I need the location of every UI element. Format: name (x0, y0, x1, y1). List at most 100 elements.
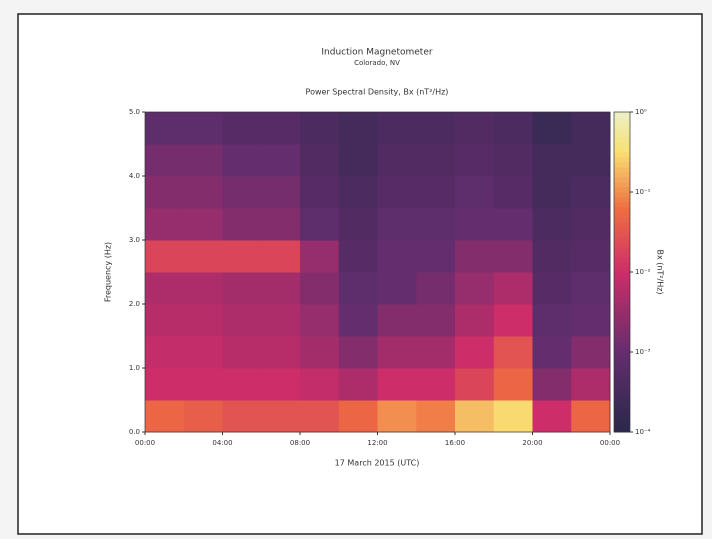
heatmap-cell (532, 336, 572, 369)
heatmap-cell (532, 176, 572, 209)
colorbar-segment (614, 222, 630, 228)
colorbar-segment (614, 362, 630, 368)
colorbar-segment (614, 177, 630, 183)
heatmap-cell (416, 176, 456, 209)
colorbar-segment (614, 392, 630, 398)
colorbar-segment (614, 242, 630, 248)
colorbar-segment (614, 167, 630, 173)
heatmap-cell (300, 368, 340, 401)
heatmap-cell (183, 304, 223, 337)
colorbar-segment (614, 122, 630, 128)
plot-title: Power Spectral Density, Bx (nT²/Hz) (306, 88, 449, 97)
colorbar-segment (614, 262, 630, 268)
heatmap-cell (145, 400, 185, 433)
heatmap-cell (571, 304, 611, 337)
heatmap-cell (183, 208, 223, 241)
colorbar-segment (614, 147, 630, 153)
heatmap-cell (183, 400, 223, 433)
colorbar-segment (614, 372, 630, 378)
heatmap-cell (416, 368, 456, 401)
heatmap-cell (455, 336, 495, 369)
colorbar-segment (614, 427, 630, 433)
heatmap-cell (493, 240, 533, 273)
colorbar-segment (614, 412, 630, 418)
heatmap-cell (222, 112, 262, 145)
colorbar-segment (614, 232, 630, 238)
colorbar-segment (614, 257, 630, 263)
heatmap-cell (493, 400, 533, 433)
heatmap-cell (416, 336, 456, 369)
heatmap-cell (493, 112, 533, 145)
heatmap-cell (338, 208, 378, 241)
colorbar-segment (614, 127, 630, 133)
colorbar-segment (614, 402, 630, 408)
heatmap-cell (455, 208, 495, 241)
heatmap-cell (222, 336, 262, 369)
heatmap-cell (222, 304, 262, 337)
heatmap-cell (532, 208, 572, 241)
heatmap-cell (183, 176, 223, 209)
colorbar-segment (614, 117, 630, 123)
heatmap-cell (338, 272, 378, 305)
heatmap-cell (571, 208, 611, 241)
colorbar-label: Bx (nT²/Hz) (656, 249, 665, 294)
heatmap-cell (455, 368, 495, 401)
colorbar-segment (614, 212, 630, 218)
colorbar-segment (614, 172, 630, 178)
heatmap-cell (532, 144, 572, 177)
heatmap-cell (416, 304, 456, 337)
heatmap-cell (377, 208, 417, 241)
y-tick-label: 2.0 (129, 300, 140, 308)
heatmap-cell (377, 144, 417, 177)
heatmap-cell (455, 304, 495, 337)
heatmap-cell (377, 176, 417, 209)
heatmap-cell (183, 368, 223, 401)
x-tick-label: 00:00 (135, 439, 155, 447)
heatmap-cell (222, 176, 262, 209)
colorbar-segment (614, 112, 630, 118)
colorbar-segment (614, 217, 630, 223)
heatmap-cell (571, 144, 611, 177)
heatmap-cell (338, 144, 378, 177)
colorbar-segment (614, 377, 630, 383)
heatmap-cell (145, 176, 185, 209)
heatmap-cell (377, 368, 417, 401)
heatmap-cell (416, 240, 456, 273)
heatmap-cell (261, 400, 301, 433)
y-tick-label: 0.0 (129, 428, 140, 436)
heatmap-cell (338, 240, 378, 273)
heatmap-cell (300, 240, 340, 273)
chart-title: Induction Magnetometer (321, 48, 432, 58)
colorbar-segment (614, 417, 630, 423)
heatmap-cell (455, 176, 495, 209)
heatmap-cell (183, 336, 223, 369)
heatmap-cell (222, 368, 262, 401)
heatmap-cell (183, 240, 223, 273)
heatmap-cell (377, 272, 417, 305)
heatmap-cell (571, 368, 611, 401)
heatmap-cell (532, 304, 572, 337)
heatmap-cell (377, 400, 417, 433)
heatmap-cell (300, 112, 340, 145)
x-tick-label: 12:00 (367, 439, 387, 447)
colorbar-segment (614, 287, 630, 293)
colorbar-segment (614, 367, 630, 373)
colorbar-segment (614, 332, 630, 338)
heatmap-cell (377, 304, 417, 337)
heatmap-cell (338, 368, 378, 401)
colorbar-tick-label: 10⁻³ (635, 348, 651, 356)
heatmap-cell (222, 208, 262, 241)
heatmap-cell (145, 144, 185, 177)
colorbar-segment (614, 382, 630, 388)
colorbar-segment (614, 422, 630, 428)
heatmap-cell (145, 336, 185, 369)
heatmap-cell (261, 240, 301, 273)
colorbar-tick-label: 10⁰ (635, 108, 647, 116)
heatmap-cell (261, 208, 301, 241)
colorbar-segment (614, 137, 630, 143)
heatmap-cell (416, 112, 456, 145)
heatmap-cell (532, 368, 572, 401)
colorbar-segment (614, 337, 630, 343)
heatmap-cell (416, 272, 456, 305)
colorbar-segment (614, 237, 630, 243)
